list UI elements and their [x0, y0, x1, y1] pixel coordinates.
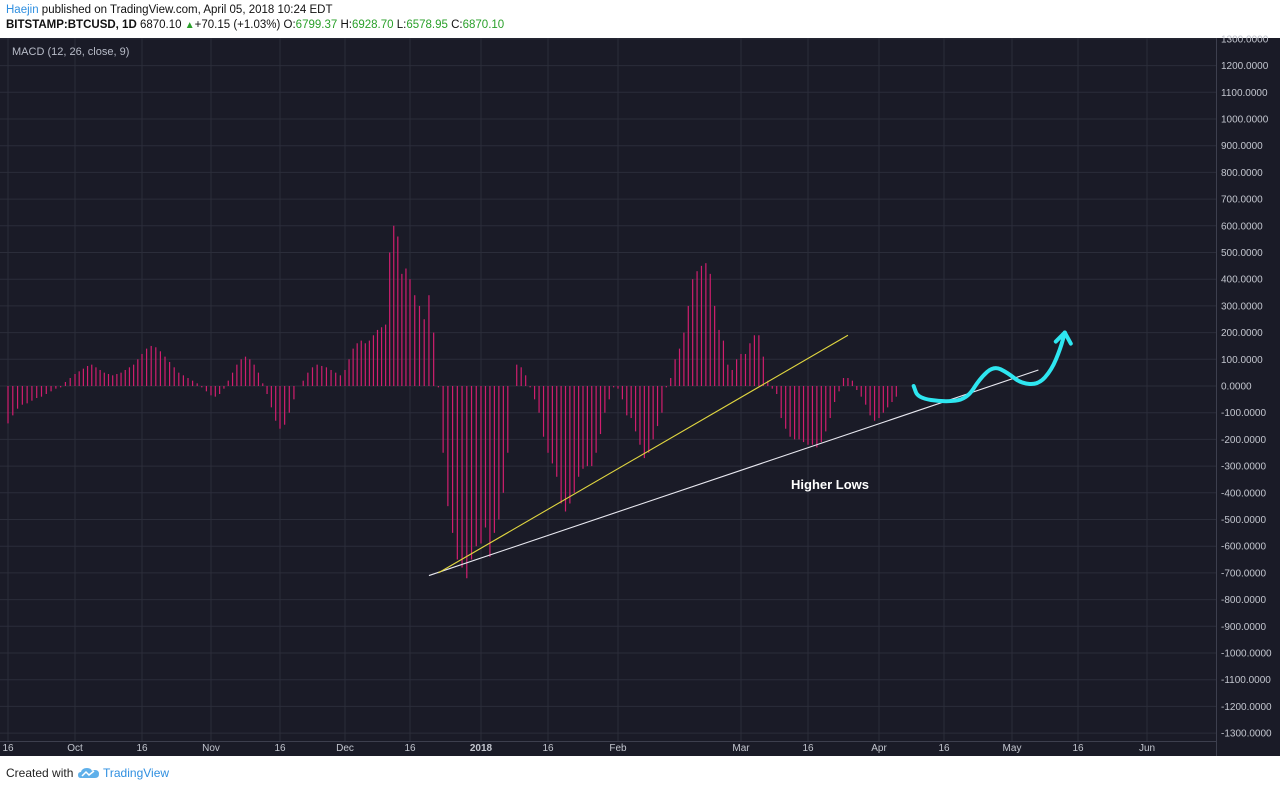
- y-tick-label: -600.0000: [1221, 542, 1266, 553]
- y-tick-label: -1300.0000: [1221, 729, 1272, 740]
- price-axis[interactable]: [1216, 38, 1280, 756]
- close-label: C:: [451, 19, 463, 31]
- projection-curve: [911, 330, 1067, 404]
- x-tick-label: Nov: [202, 743, 220, 754]
- ticker-line: BITSTAMP:BTCUSD, 1D 6870.10 ▲+70.15 (+1.…: [6, 19, 504, 31]
- author-link[interactable]: Haejin: [6, 4, 39, 16]
- x-tick-label: 16: [802, 743, 814, 754]
- y-tick-label: 1300.0000: [1221, 34, 1269, 45]
- grid-lines: [0, 38, 1216, 741]
- x-tick-label: 16: [542, 743, 554, 754]
- y-tick-label: -800.0000: [1221, 595, 1266, 606]
- y-tick-label: -200.0000: [1221, 435, 1266, 446]
- time-axis[interactable]: [0, 741, 1216, 757]
- chart-header: Haejin published on TradingView.com, Apr…: [0, 0, 1280, 38]
- publish-line: Haejin published on TradingView.com, Apr…: [6, 4, 332, 16]
- symbol-label: BITSTAMP:BTCUSD, 1D: [6, 19, 137, 31]
- y-tick-label: -500.0000: [1221, 515, 1266, 526]
- x-tick-label: Oct: [67, 743, 83, 754]
- low-label: L:: [396, 19, 407, 31]
- y-tick-label: 1000.0000: [1221, 115, 1269, 126]
- y-tick-label: -1000.0000: [1221, 649, 1272, 660]
- y-tick-label: 200.0000: [1221, 328, 1263, 339]
- y-tick-label: 1200.0000: [1221, 61, 1269, 72]
- x-tick-label: 16: [1072, 743, 1084, 754]
- y-tick-label: -100.0000: [1221, 408, 1266, 419]
- x-tick-labels: 16 Oct 16 Nov 16 Dec 16 2018 16 Feb Mar 16 Apr 16 May 1…: [2, 743, 1155, 754]
- y-tick-label: 800.0000: [1221, 168, 1263, 179]
- high-value: 6928.70: [351, 19, 394, 31]
- projection-arrowhead-icon: [1053, 330, 1073, 346]
- high-label: H:: [340, 19, 352, 31]
- x-tick-label: 16: [404, 743, 416, 754]
- low-value: 6578.95: [406, 19, 448, 31]
- y-tick-label: 900.0000: [1221, 141, 1263, 152]
- y-tick-label: -400.0000: [1221, 488, 1266, 499]
- x-tick-label: Dec: [336, 743, 354, 754]
- price-change: +70.15 (+1.03%): [194, 19, 281, 31]
- y-tick-label: 0.0000: [1221, 382, 1252, 393]
- higher-lows-trendline: [428, 369, 1039, 577]
- indicator-title[interactable]: MACD (12, 26, close, 9): [12, 46, 130, 58]
- x-tick-label: 16: [2, 743, 14, 754]
- last-price: 6870.10: [139, 19, 182, 31]
- x-tick-label: 16: [274, 743, 286, 754]
- y-tick-label: -700.0000: [1221, 568, 1266, 579]
- footer: Created with TradingView: [0, 756, 1280, 788]
- x-tick-label: 16: [136, 743, 148, 754]
- close-value: 6870.10: [462, 19, 505, 31]
- open-label: O:: [283, 19, 296, 31]
- y-tick-label: 300.0000: [1221, 301, 1263, 312]
- y-tick-label: 700.0000: [1221, 195, 1263, 206]
- y-tick-label: -1200.0000: [1221, 702, 1272, 713]
- y-tick-label: -1100.0000: [1221, 675, 1271, 686]
- y-tick-label: 100.0000: [1221, 355, 1263, 366]
- x-tick-label: Mar: [732, 743, 750, 754]
- x-tick-label: Feb: [609, 743, 627, 754]
- x-tick-label: Apr: [871, 743, 887, 754]
- y-tick-label: -300.0000: [1221, 462, 1266, 473]
- created-with-text: Created with: [6, 766, 74, 780]
- x-tick-label: Jun: [1139, 743, 1155, 754]
- y-tick-label: 500.0000: [1221, 248, 1263, 259]
- rising-trendline: [438, 334, 849, 574]
- published-text: published on TradingView.com, April 05, …: [38, 4, 333, 16]
- tradingview-cloud-icon: [78, 768, 99, 778]
- open-value: 6799.37: [295, 19, 338, 31]
- tradingview-brand-link[interactable]: TradingView: [103, 766, 170, 780]
- y-tick-label: 600.0000: [1221, 221, 1263, 232]
- y-tick-label: -900.0000: [1221, 622, 1266, 633]
- x-tick-label: 2018: [470, 743, 493, 754]
- macd-histogram: [7, 225, 897, 579]
- y-tick-label: 400.0000: [1221, 275, 1263, 286]
- y-tick-label: 1100.0000: [1221, 88, 1268, 99]
- x-tick-label: May: [1003, 743, 1022, 754]
- x-tick-label: 16: [938, 743, 950, 754]
- y-tick-labels: 1300.0000 1200.0000 1100.0000 1000.0000 900.…: [1221, 34, 1272, 739]
- higher-lows-label: Higher Lows: [791, 477, 869, 492]
- up-triangle-icon: ▲: [184, 20, 195, 31]
